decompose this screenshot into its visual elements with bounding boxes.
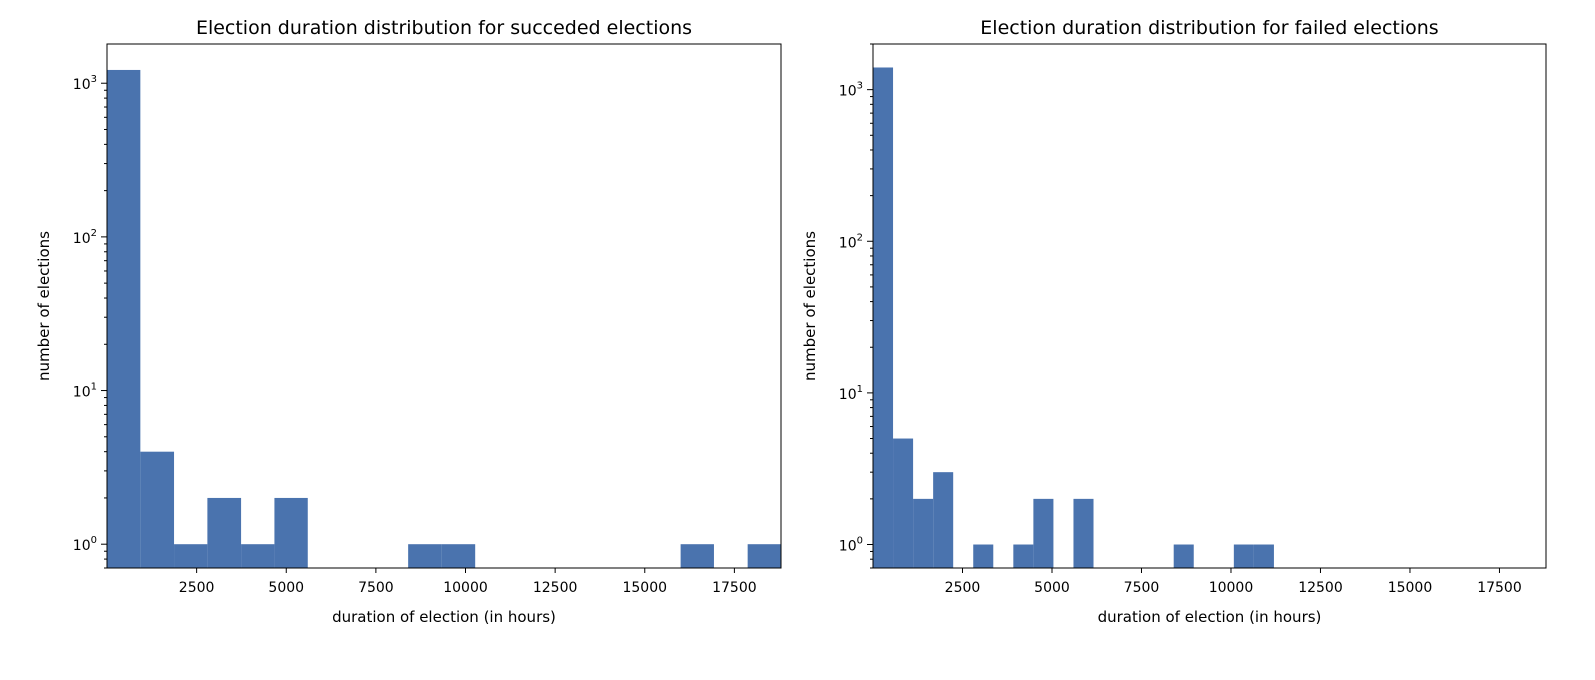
x-tick-label: 15000 [1388,580,1433,596]
x-tick-label: 10000 [1209,580,1254,596]
plot-frame [872,43,1547,569]
histogram-bar [140,451,175,568]
histogram-bar [274,497,308,568]
x-tick-label: 17500 [1477,580,1522,596]
x-axis-label: duration of election (in hours) [1098,608,1322,626]
x-tick-label: 10000 [443,580,488,596]
y-axis-label: number of elections [35,231,53,381]
y-tick-label: 103 [73,74,97,93]
x-tick-label: 7500 [1124,580,1160,596]
histogram-bar [207,497,242,568]
histogram-bar [107,69,141,568]
y-axis-label: number of elections [801,231,819,381]
y-axis-ticks: 100 101 102 103 [73,74,107,569]
x-tick-label: 15000 [622,580,667,596]
chart-title: Election duration distribution for faile… [980,17,1438,39]
histogram-bar [893,438,914,568]
x-tick-label: 12500 [1298,580,1343,596]
x-axis-label: duration of election (in hours) [332,608,556,626]
y-tick-label: 101 [839,384,863,403]
histogram-bar [441,544,476,568]
chart-failed-elections: Election duration distribution for faile… [801,17,1547,626]
x-tick-label: 5000 [1034,580,1070,596]
histogram-bar [913,498,934,568]
histogram-bar [1233,544,1254,568]
x-tick-label: 12500 [533,580,578,596]
histogram-bars [873,67,1274,568]
y-tick-label: 102 [73,228,97,247]
x-axis-ticks: 2500 5000 7500 10000 12500 15000 17500 [179,568,757,596]
y-axis-ticks: 100 101 102 103 [839,43,873,569]
x-tick-label: 5000 [268,580,304,596]
histogram-bar [1253,544,1274,568]
histogram-bars [107,69,781,568]
histogram-bar [973,544,994,568]
histogram-bar [747,544,781,568]
y-tick-label: 103 [839,81,863,100]
histogram-bar [174,544,208,568]
histogram-bar [873,67,894,568]
plot-frame [106,43,782,569]
x-tick-label: 2500 [945,580,981,596]
histogram-bar [241,544,275,568]
chart-title: Election duration distribution for succe… [196,17,692,39]
y-tick-label: 101 [73,382,97,401]
x-tick-label: 17500 [712,580,757,596]
chart-succeeded-elections: Election duration distribution for succe… [35,17,782,626]
histogram-bar [408,544,442,568]
y-tick-label: 102 [839,232,863,251]
y-tick-label: 100 [839,536,863,555]
histogram-bar [1173,544,1194,568]
histogram-bar [933,472,954,568]
y-tick-label: 100 [73,535,97,554]
x-axis-ticks: 2500 5000 7500 10000 12500 15000 17500 [945,568,1522,596]
x-tick-label: 2500 [179,580,215,596]
histogram-bar [1073,498,1094,568]
histogram-bar [680,544,714,568]
histogram-bar [1013,544,1034,568]
x-tick-label: 7500 [358,580,394,596]
histogram-bar [1033,498,1054,568]
